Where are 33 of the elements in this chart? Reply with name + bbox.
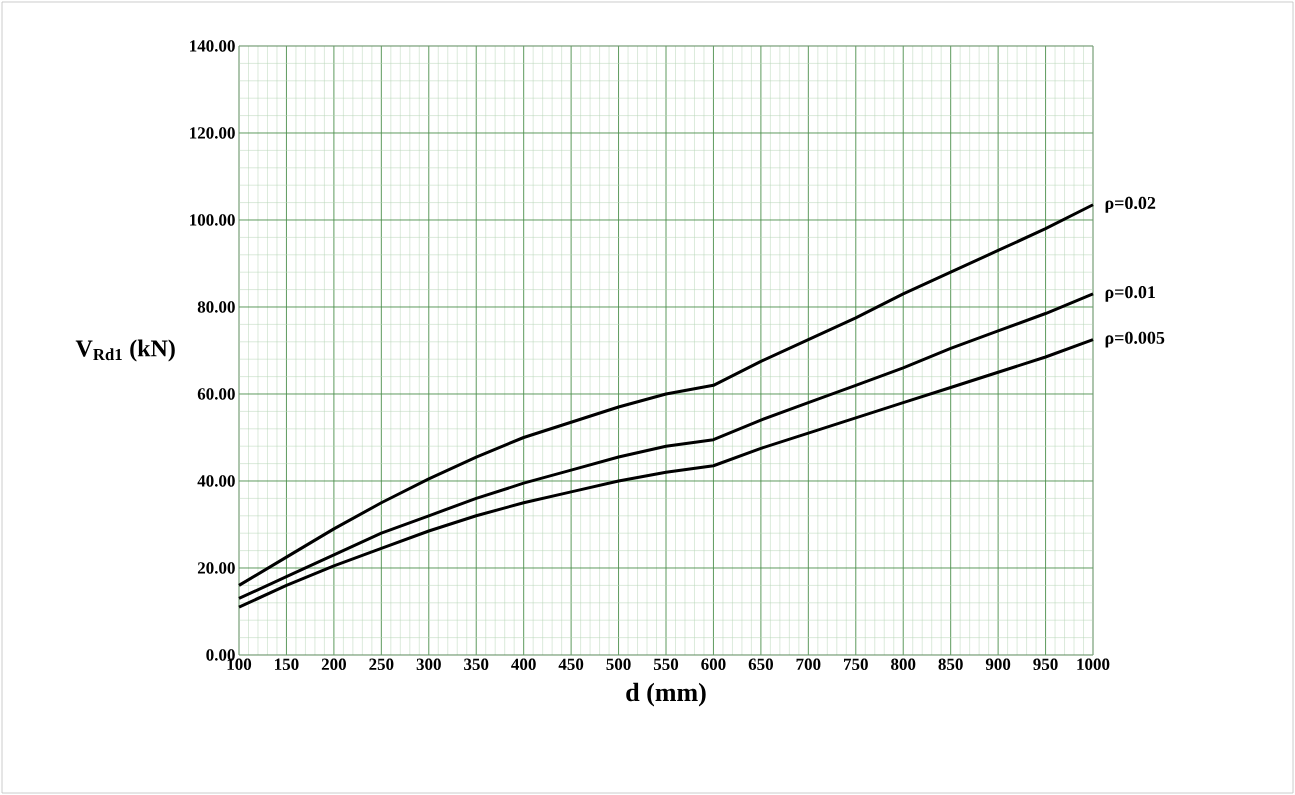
series-label: ρ=0.02 [1105,196,1156,213]
y-axis-title: V$_{Rd1}$ (kN) [75,339,175,362]
x-tick-label: 950 [1033,658,1058,671]
x-tick-label: 200 [321,658,346,671]
x-tick-label: 500 [606,658,631,671]
line-series [237,292,1095,600]
x-tick-label: 350 [464,658,489,671]
y-tick-label: 20.00 [197,562,235,574]
x-tick-label: 850 [938,658,963,671]
x-tick-label: 450 [558,658,584,671]
x-tick-label: 650 [748,658,773,671]
x-tick-label: 750 [844,658,868,671]
x-tick-label: 800 [891,658,916,671]
line-series [237,203,1095,587]
y-tick-label: 140.00 [190,40,235,52]
series-label: ρ=0.005 [1105,331,1165,348]
series-label: ρ=0.01 [1105,286,1156,302]
y-tick-label: 100.00 [190,214,235,226]
line-series [237,338,1095,609]
y-tick-label: 120.00 [190,127,235,139]
x-tick-label: 1000 [1077,658,1110,671]
x-axis-title: d (mm) [626,682,706,707]
x-tick-label: 550 [653,658,679,671]
y-tick-label: 80.00 [197,301,235,313]
x-tick-label: 600 [701,658,726,671]
x-tick-label: 900 [985,658,1011,671]
x-tick-label: 700 [796,658,821,671]
x-tick-label: 250 [369,658,394,671]
y-tick-label: 40.00 [197,475,235,487]
y-tick-label: 60.00 [197,388,235,400]
x-tick-label: 300 [416,658,441,671]
x-tick-label: 400 [511,658,536,671]
x-tick-label: 150 [275,658,299,671]
